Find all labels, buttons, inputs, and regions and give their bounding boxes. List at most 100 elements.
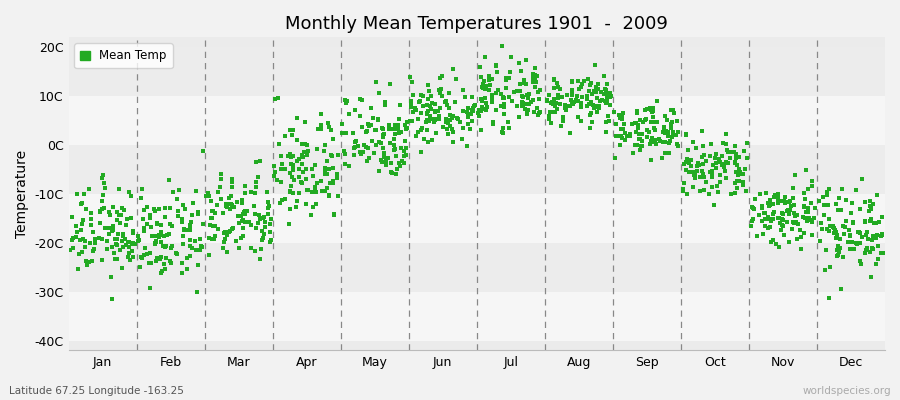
Point	[386, 147, 400, 153]
Point	[367, 150, 382, 156]
Point	[814, 220, 828, 226]
Point	[428, 109, 442, 115]
Point	[461, 121, 475, 128]
Point	[644, 157, 658, 163]
Point	[283, 169, 297, 176]
Point	[495, 94, 509, 100]
Point	[686, 139, 700, 145]
Point	[236, 210, 250, 217]
Point	[183, 252, 197, 259]
Point	[105, 244, 120, 250]
Point	[193, 247, 207, 253]
Point	[527, 64, 542, 71]
Point	[455, 108, 470, 114]
Point	[262, 203, 276, 210]
Point	[602, 90, 616, 96]
Point	[763, 201, 778, 207]
Point	[424, 93, 438, 100]
Point	[260, 188, 274, 195]
Bar	[68, 96, 885, 145]
Point	[460, 109, 474, 115]
Point	[544, 98, 559, 105]
Point	[687, 169, 701, 175]
Point	[667, 110, 681, 117]
Point	[411, 99, 426, 105]
Point	[64, 214, 78, 221]
Point	[163, 221, 177, 228]
Point	[441, 131, 455, 138]
Point	[647, 125, 662, 131]
Point	[756, 209, 770, 216]
Point	[217, 230, 231, 236]
Point	[441, 120, 455, 126]
Point	[744, 223, 759, 229]
Point	[830, 247, 844, 253]
Point	[213, 196, 228, 202]
Point	[414, 149, 428, 156]
Point	[485, 75, 500, 82]
Point	[318, 171, 332, 177]
Point	[875, 231, 889, 237]
Point	[292, 174, 306, 181]
Point	[788, 172, 803, 179]
Point	[527, 84, 542, 91]
Point	[92, 235, 106, 242]
Point	[248, 248, 262, 254]
Point	[489, 62, 503, 68]
Point	[770, 200, 785, 206]
Point	[392, 126, 406, 132]
Point	[433, 90, 447, 96]
Point	[509, 102, 524, 109]
Point	[479, 107, 493, 114]
Point	[828, 227, 842, 233]
Point	[664, 134, 679, 140]
Point	[153, 228, 167, 235]
Point	[356, 149, 371, 155]
Point	[157, 260, 171, 267]
Point	[762, 202, 777, 209]
Point	[633, 147, 647, 153]
Point	[149, 238, 164, 244]
Point	[379, 158, 393, 164]
Point	[205, 214, 220, 221]
Point	[285, 173, 300, 180]
Point	[321, 124, 336, 130]
Point	[789, 218, 804, 225]
Point	[467, 103, 482, 109]
Point	[374, 157, 388, 164]
Point	[326, 177, 340, 184]
Point	[472, 106, 486, 113]
Point	[95, 198, 110, 204]
Point	[176, 226, 191, 232]
Point	[449, 76, 464, 82]
Point	[420, 139, 435, 146]
Point	[703, 152, 717, 159]
Point	[670, 140, 684, 147]
Point	[477, 78, 491, 84]
Point	[776, 211, 790, 217]
Point	[852, 230, 867, 236]
Point	[148, 207, 162, 214]
Point	[267, 168, 282, 175]
Point	[664, 125, 679, 131]
Point	[286, 177, 301, 184]
Point	[807, 205, 822, 211]
Point	[719, 159, 733, 166]
Point	[142, 260, 157, 266]
Point	[615, 135, 629, 141]
Point	[570, 93, 584, 100]
Point	[555, 94, 570, 100]
Point	[728, 180, 742, 186]
Point	[432, 112, 446, 119]
Point	[805, 232, 819, 238]
Point	[88, 240, 103, 246]
Point	[358, 129, 373, 136]
Point	[591, 103, 606, 109]
Point	[599, 97, 614, 104]
Point	[252, 212, 266, 218]
Point	[863, 206, 878, 212]
Point	[768, 192, 782, 198]
Point	[712, 158, 726, 165]
Point	[670, 143, 685, 150]
Point	[758, 223, 772, 229]
